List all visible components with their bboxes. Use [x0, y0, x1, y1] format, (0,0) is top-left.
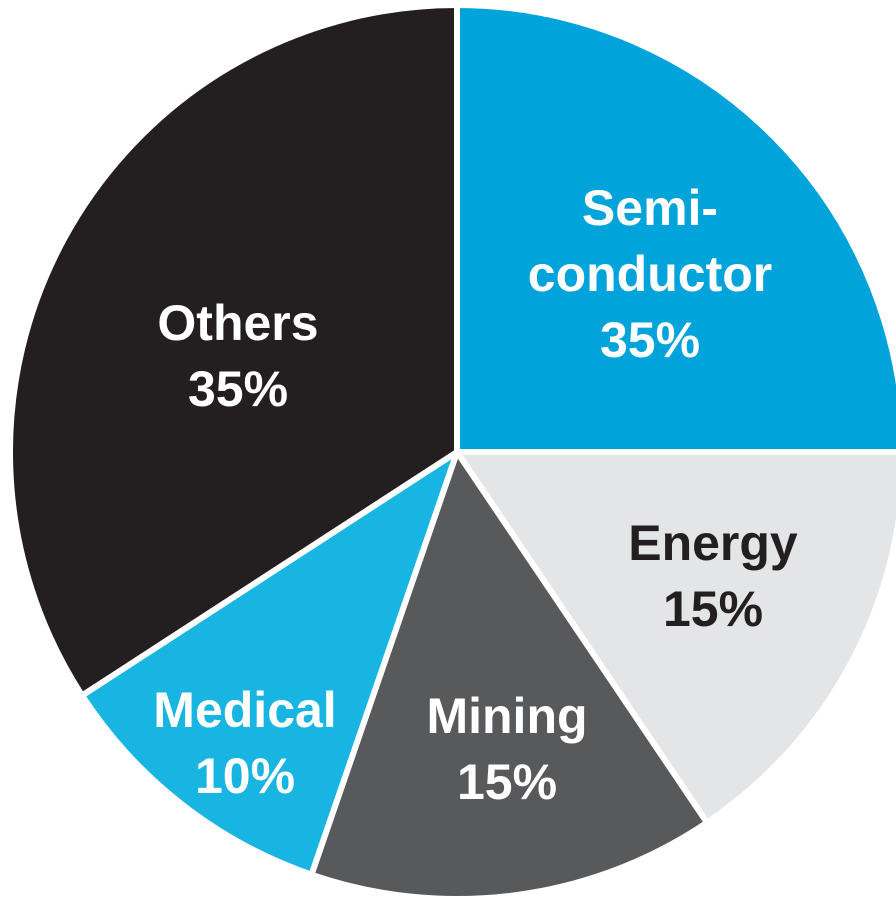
pie-slice-4 [7, 2, 460, 699]
slice-value-label: 10% [195, 748, 295, 804]
slice-name-label: Medical [153, 682, 336, 738]
pie-slices [7, 2, 896, 902]
pie-slice-2 [308, 449, 710, 902]
slice-name-label: Mining [426, 688, 587, 744]
slice-value-label: 15% [663, 581, 763, 637]
slice-value-label: 35% [188, 361, 288, 417]
slice-name-label: Energy [628, 515, 798, 571]
slice-value-label: 15% [457, 754, 557, 810]
pie-slice-3 [79, 449, 460, 878]
slice-name-label: conductor [528, 246, 772, 302]
slice-name-label: Semi- [582, 180, 718, 236]
pie-slice-1 [454, 449, 896, 826]
slice-value-label: 35% [600, 312, 700, 368]
pie-slice-0 [454, 2, 896, 455]
pie-labels: Semi-conductor 35% Energy 15% Mining 15% Medic… [153, 180, 798, 810]
slice-name-label: Others [157, 295, 318, 351]
